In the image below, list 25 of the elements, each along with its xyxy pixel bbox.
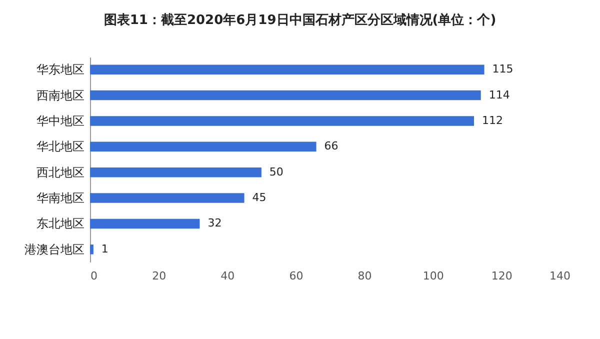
y-tick-label: 华东地区 xyxy=(36,62,84,77)
y-tick-label: 西北地区 xyxy=(36,165,84,180)
y-tick-label: 西南地区 xyxy=(36,88,84,102)
data-label: 112 xyxy=(482,114,503,127)
x-tick-label: 80 xyxy=(358,270,372,282)
x-tick-label: 40 xyxy=(220,270,235,282)
x-tick-label: 140 xyxy=(550,270,570,282)
x-tick-label: 60 xyxy=(289,270,304,282)
data-label: 115 xyxy=(492,62,514,76)
data-label: 1 xyxy=(101,242,108,256)
data-label: 50 xyxy=(269,165,284,178)
chart-title: 图表11：截至2020年6月19日中国石材产区分区域情况(单位：个) xyxy=(104,12,496,28)
data-label: 114 xyxy=(488,88,510,102)
data-label: 45 xyxy=(252,191,266,204)
data-label: 32 xyxy=(208,216,222,230)
y-tick-label: 东北地区 xyxy=(36,216,84,231)
x-tick-label: 100 xyxy=(422,270,444,282)
y-tick-label: 港澳台地区 xyxy=(24,242,84,256)
x-tick-label: 0 xyxy=(90,270,98,282)
x-tick-label: 20 xyxy=(152,270,166,282)
y-tick-label: 华北地区 xyxy=(36,140,84,154)
x-tick-label: 120 xyxy=(491,270,512,282)
y-tick-label: 华南地区 xyxy=(36,191,84,206)
data-label: 66 xyxy=(324,140,338,153)
y-tick-label: 华中地区 xyxy=(36,114,84,128)
